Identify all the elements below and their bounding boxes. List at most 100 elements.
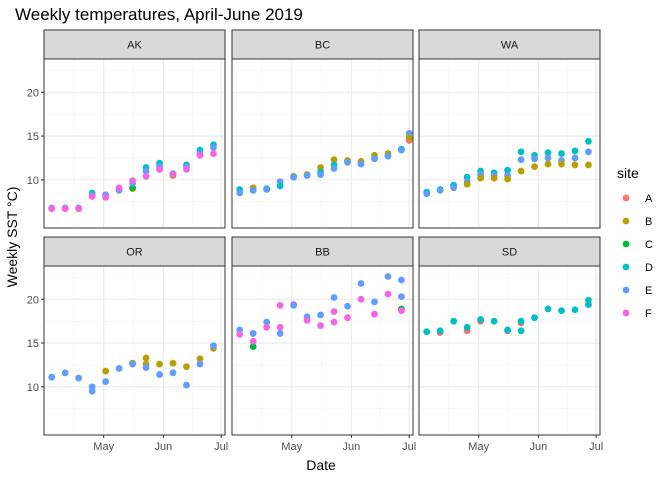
data-point-F xyxy=(330,318,338,326)
legend-key xyxy=(622,263,630,271)
data-point-E xyxy=(344,158,351,166)
data-point-E xyxy=(210,144,217,151)
legend-label: F xyxy=(645,308,652,320)
data-point-D xyxy=(450,317,458,325)
y-axis-title: Weekly SST °C) xyxy=(4,187,20,288)
data-point-B xyxy=(585,161,592,169)
data-point-D xyxy=(558,150,565,157)
data-point-B xyxy=(142,354,150,362)
data-point-E xyxy=(544,154,552,162)
data-point-F xyxy=(142,172,150,180)
data-point-F xyxy=(357,295,365,303)
data-point-E xyxy=(384,152,392,160)
data-point-E xyxy=(210,342,217,350)
x-axis-title: Date xyxy=(306,457,336,473)
y-tick-label: 15 xyxy=(27,131,39,143)
x-tick-label: Jul xyxy=(589,441,603,453)
data-point-F xyxy=(384,290,392,298)
data-point-E xyxy=(330,294,338,301)
data-point-F xyxy=(263,323,271,331)
legend-key xyxy=(622,240,630,248)
data-point-F xyxy=(236,330,244,338)
panel-ak: AK 10 15 20 xyxy=(27,29,226,229)
data-point-E xyxy=(115,365,123,372)
data-point-B xyxy=(558,160,565,168)
data-point-E xyxy=(357,280,365,287)
legend-key xyxy=(622,194,630,202)
data-point-E xyxy=(249,330,257,337)
data-point-E xyxy=(517,156,525,164)
data-point-E xyxy=(398,293,405,301)
y-tick-label: 10 xyxy=(27,175,39,187)
data-point-F xyxy=(129,177,136,185)
facet-label: SD xyxy=(502,247,517,259)
data-point-E xyxy=(183,381,190,389)
facet-strip xyxy=(231,236,414,267)
legend-item-b: B xyxy=(622,216,652,228)
data-point-E xyxy=(142,364,150,371)
legend-label: C xyxy=(645,239,653,251)
legend-title: site xyxy=(617,165,639,181)
data-point-D xyxy=(517,148,525,156)
data-point-E xyxy=(263,318,271,326)
data-point-E xyxy=(48,373,56,381)
data-point-D xyxy=(504,326,511,334)
facet-label: WA xyxy=(501,40,519,52)
data-point-D xyxy=(504,166,511,174)
data-point-B xyxy=(156,360,163,368)
data-point-E xyxy=(423,190,431,198)
data-point-F xyxy=(169,171,177,178)
data-point-D xyxy=(517,327,525,335)
panel-background xyxy=(419,59,600,228)
panel-background xyxy=(232,59,413,228)
data-point-D xyxy=(544,149,552,157)
data-point-E xyxy=(398,276,405,284)
data-point-B xyxy=(490,174,498,182)
data-point-E xyxy=(585,148,592,156)
y-tick-label: 15 xyxy=(27,338,39,350)
data-point-F xyxy=(156,165,163,173)
panel-border xyxy=(231,58,414,229)
data-point-F xyxy=(48,205,56,213)
data-point-E xyxy=(450,184,458,192)
data-point-E xyxy=(88,387,96,395)
data-point-E xyxy=(129,360,136,368)
data-point-E xyxy=(531,155,538,163)
data-point-E xyxy=(142,167,150,175)
data-point-D xyxy=(276,182,284,190)
data-point-B xyxy=(544,160,552,168)
data-point-F xyxy=(398,307,405,315)
panel-background xyxy=(44,266,225,435)
data-point-E xyxy=(236,189,244,197)
x-tick-label: Jun xyxy=(530,441,548,453)
data-point-E xyxy=(169,369,177,377)
x-tick-label: May xyxy=(93,441,114,453)
panel-border xyxy=(418,58,601,229)
data-point-D xyxy=(423,328,431,336)
data-point-F xyxy=(330,308,338,315)
x-tick-label: Jul xyxy=(402,441,416,453)
data-point-E xyxy=(357,160,365,168)
data-point-E xyxy=(276,330,284,337)
data-point-E xyxy=(317,171,324,178)
legend-label: E xyxy=(645,285,652,297)
facet-label: BC xyxy=(315,40,330,52)
panel-border xyxy=(418,265,601,436)
data-point-F xyxy=(196,151,204,159)
data-point-E xyxy=(156,371,163,378)
panel-background xyxy=(232,266,413,435)
y-tick-label: 10 xyxy=(27,382,39,394)
data-point-B xyxy=(571,161,579,169)
data-point-F xyxy=(88,193,96,200)
legend-item-c: C xyxy=(622,239,653,251)
x-tick-label: Jul xyxy=(214,441,228,453)
x-tick-label: Jun xyxy=(155,441,173,453)
legend-item-a: A xyxy=(622,193,653,205)
data-point-F xyxy=(344,314,351,322)
x-tick-label: Jun xyxy=(343,441,361,453)
data-point-E xyxy=(571,154,579,162)
y-tick-label: 20 xyxy=(27,294,39,306)
panel-or: OR 10 15 20 May Jun Jul xyxy=(27,236,228,453)
